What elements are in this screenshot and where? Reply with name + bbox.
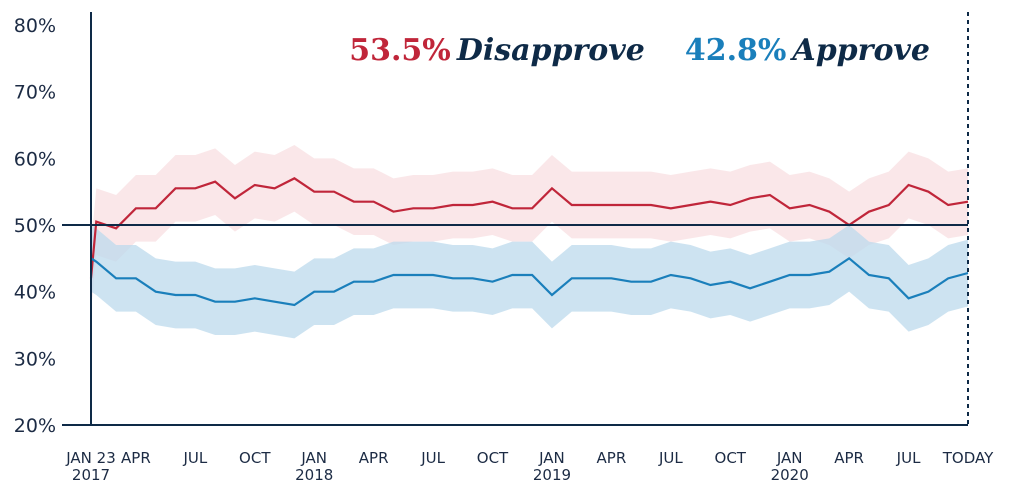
x-tick-label: JAN 23 2017 <box>65 449 116 484</box>
uncertainty-band <box>91 145 968 312</box>
y-tick-label: 30% <box>14 348 56 370</box>
x-tick-label: APR <box>121 449 151 467</box>
y-tick-label: 70% <box>14 82 56 104</box>
x-tick-label: APR <box>597 449 627 467</box>
x-tick-label: JAN 2019 <box>533 449 571 484</box>
x-tick-label: JUL <box>658 449 683 467</box>
y-tick-label: 20% <box>14 415 56 437</box>
y-tick-label: 60% <box>14 148 56 170</box>
bands <box>91 145 968 339</box>
x-tick-label: APR <box>834 449 864 467</box>
x-tick-label: TODAY <box>942 449 994 467</box>
x-tick-label: JAN 2018 <box>295 449 333 484</box>
x-tick-label: JUL <box>896 449 921 467</box>
y-tick-label: 50% <box>14 215 56 237</box>
lines <box>89 177 969 307</box>
headline: 53.5% Disapprove 42.8% Approve <box>349 33 930 68</box>
x-tick-label: JUL <box>420 449 445 467</box>
x-tick-label: JAN 2020 <box>771 449 809 484</box>
axes: 20% 30% 40% 50% 60% 70% 80% JAN 23 2017 APR JUL OCT… <box>14 12 994 484</box>
x-tick-label: OCT <box>477 449 509 467</box>
series-line <box>89 177 969 279</box>
series-line <box>90 256 969 307</box>
uncertainty-band <box>91 225 968 339</box>
headline-value: 53.5% <box>349 33 451 68</box>
headline-name: Approve <box>789 33 930 68</box>
headline-value: 42.8% <box>685 33 787 68</box>
headline-name: Disapprove <box>456 33 645 68</box>
x-tick-label: OCT <box>239 449 271 467</box>
x-tick-label: JUL <box>182 449 207 467</box>
x-tick-label: OCT <box>715 449 747 467</box>
x-tick-label: APR <box>359 449 389 467</box>
y-tick-label: 40% <box>14 282 56 304</box>
y-tick-label: 80% <box>14 15 56 37</box>
